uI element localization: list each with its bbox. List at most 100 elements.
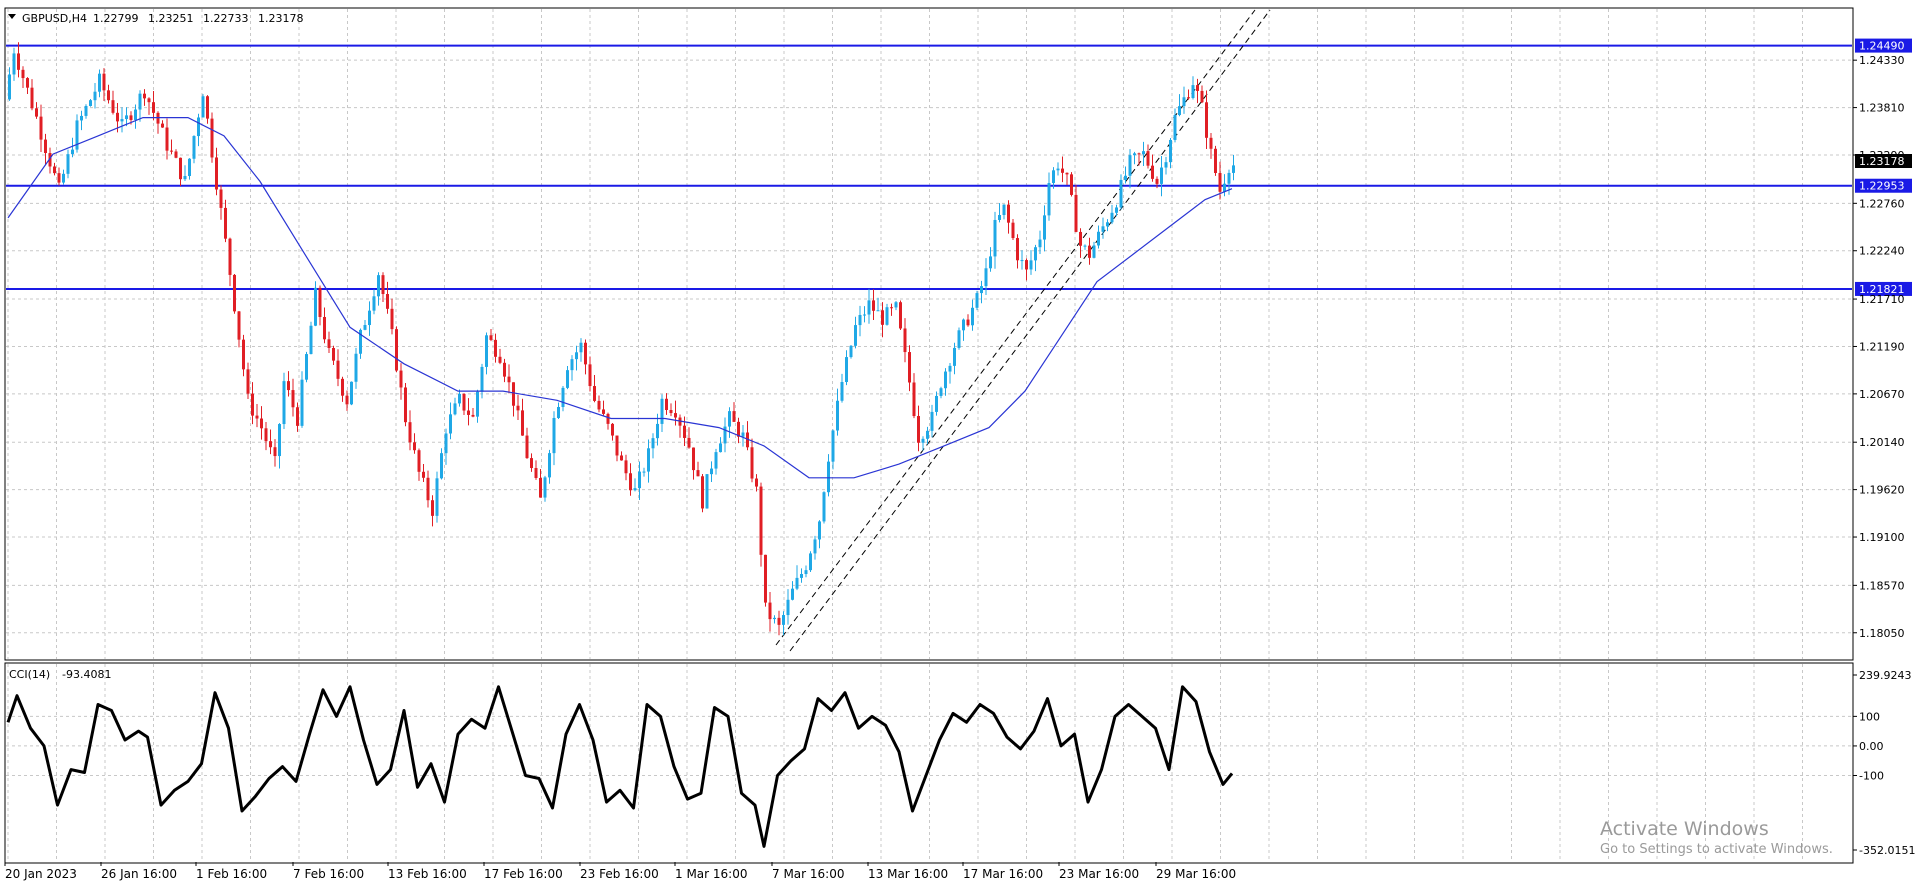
indicator-axis: 239.9243 100 0.00 -100 -352.0151 <box>1853 669 1915 857</box>
candle-body <box>260 418 263 429</box>
trend-line-upper[interactable] <box>789 9 1271 652</box>
candle-body <box>1200 90 1204 103</box>
candle-body <box>354 353 358 382</box>
price-tick-label: 1.20140 <box>1859 436 1905 449</box>
current-price-marker: 1.23178 <box>1855 154 1912 168</box>
candle-body <box>543 477 547 498</box>
candle-body <box>215 157 218 190</box>
horizontal-level-label: 1.21821 <box>1859 283 1905 296</box>
candle-body <box>444 433 448 454</box>
candle-body <box>336 360 340 379</box>
candle-body <box>1227 172 1231 184</box>
candle-body <box>1101 226 1105 232</box>
candle-body <box>404 387 407 423</box>
date-tick-label: 23 Feb 16:00 <box>580 867 659 881</box>
candle-body <box>809 553 812 571</box>
candle-body <box>890 307 893 309</box>
candle-body <box>44 139 47 154</box>
candle-body <box>152 102 155 113</box>
candle-body <box>872 300 875 311</box>
candle-body <box>1151 165 1154 179</box>
candle-body <box>224 207 227 239</box>
candle-body <box>1164 162 1168 168</box>
candle-body <box>53 166 56 174</box>
candle-body <box>431 500 434 516</box>
candle-body <box>903 328 907 353</box>
candle-body <box>845 357 848 383</box>
candle-body <box>831 430 835 462</box>
candle-body <box>345 395 349 405</box>
candle-body <box>1205 102 1208 138</box>
candle-body <box>575 352 578 360</box>
candle-body <box>422 471 425 478</box>
candle-body <box>305 354 308 380</box>
candle-body <box>1160 167 1163 184</box>
candle-body <box>1092 245 1096 258</box>
candle-body <box>579 342 583 353</box>
candle-body <box>993 219 997 257</box>
candle-body <box>17 53 20 70</box>
candle-body <box>84 105 88 116</box>
horizontal-levels[interactable]: 1.24490 1.22953 1.21821 <box>6 38 1912 296</box>
candle-body <box>471 414 475 417</box>
date-tick-label: 23 Mar 16:00 <box>1059 867 1139 881</box>
chart-header: GBPUSD,H4 1.22799 1.23251 1.22733 1.2317… <box>8 12 304 25</box>
horizontal-level-label: 1.22953 <box>1859 180 1905 193</box>
candle-body <box>408 422 412 443</box>
candle-body <box>237 311 241 340</box>
indicator-tick-label: 0.00 <box>1859 740 1884 753</box>
candle-body <box>795 577 799 589</box>
date-tick-label: 1 Feb 16:00 <box>196 867 267 881</box>
candle-body <box>1083 245 1087 247</box>
candle-body <box>822 492 826 522</box>
candle-body <box>1097 231 1100 246</box>
ohlc-close: 1.23178 <box>258 12 304 25</box>
candle-body <box>966 319 970 326</box>
date-tick-label: 17 Mar 16:00 <box>963 867 1043 881</box>
candle-body <box>791 588 794 600</box>
candle-body <box>921 438 925 443</box>
candle-body <box>1133 153 1136 156</box>
candle-body <box>1079 231 1082 246</box>
candle-body <box>219 189 223 208</box>
candle-body <box>80 115 83 121</box>
candle-body <box>449 414 452 434</box>
dropdown-triangle-icon[interactable] <box>8 14 16 19</box>
candle-body <box>170 150 173 152</box>
ohlc-high: 1.23251 <box>148 12 194 25</box>
candle-body <box>480 366 484 392</box>
candle-body <box>192 136 196 159</box>
main-chart-frame <box>4 7 1854 661</box>
candle-body <box>21 69 25 79</box>
cci-line <box>6 685 1234 848</box>
candle-body <box>156 112 160 124</box>
candle-body <box>201 96 205 118</box>
candle-body <box>363 325 367 330</box>
candle-body <box>165 127 169 151</box>
candle-body <box>894 302 898 308</box>
candle-body <box>278 424 281 457</box>
candle-body <box>440 453 443 479</box>
candle-body <box>102 73 106 91</box>
horizontal-level-label: 1.24490 <box>1859 40 1905 53</box>
price-tick-label: 1.21190 <box>1859 340 1905 353</box>
candle-body <box>381 275 385 295</box>
candle-body <box>129 115 133 120</box>
horizontal-level-tag <box>1855 281 1912 296</box>
candle-body <box>606 413 610 424</box>
candle-body <box>557 407 560 418</box>
candle-body <box>944 371 947 389</box>
candle-body <box>953 347 956 366</box>
candle-body <box>264 428 268 442</box>
candle-body <box>1038 239 1042 248</box>
candle-body <box>728 411 731 427</box>
candle-body <box>368 310 371 326</box>
candle-body <box>1110 212 1114 223</box>
candle-body <box>1052 170 1055 184</box>
candle-body <box>840 382 844 401</box>
candle-body <box>413 442 416 451</box>
price-axis: 1.243301.238101.232901.227601.222401.217… <box>1853 54 1905 640</box>
price-tick-label: 1.23810 <box>1859 102 1905 115</box>
candle-body <box>174 151 178 158</box>
